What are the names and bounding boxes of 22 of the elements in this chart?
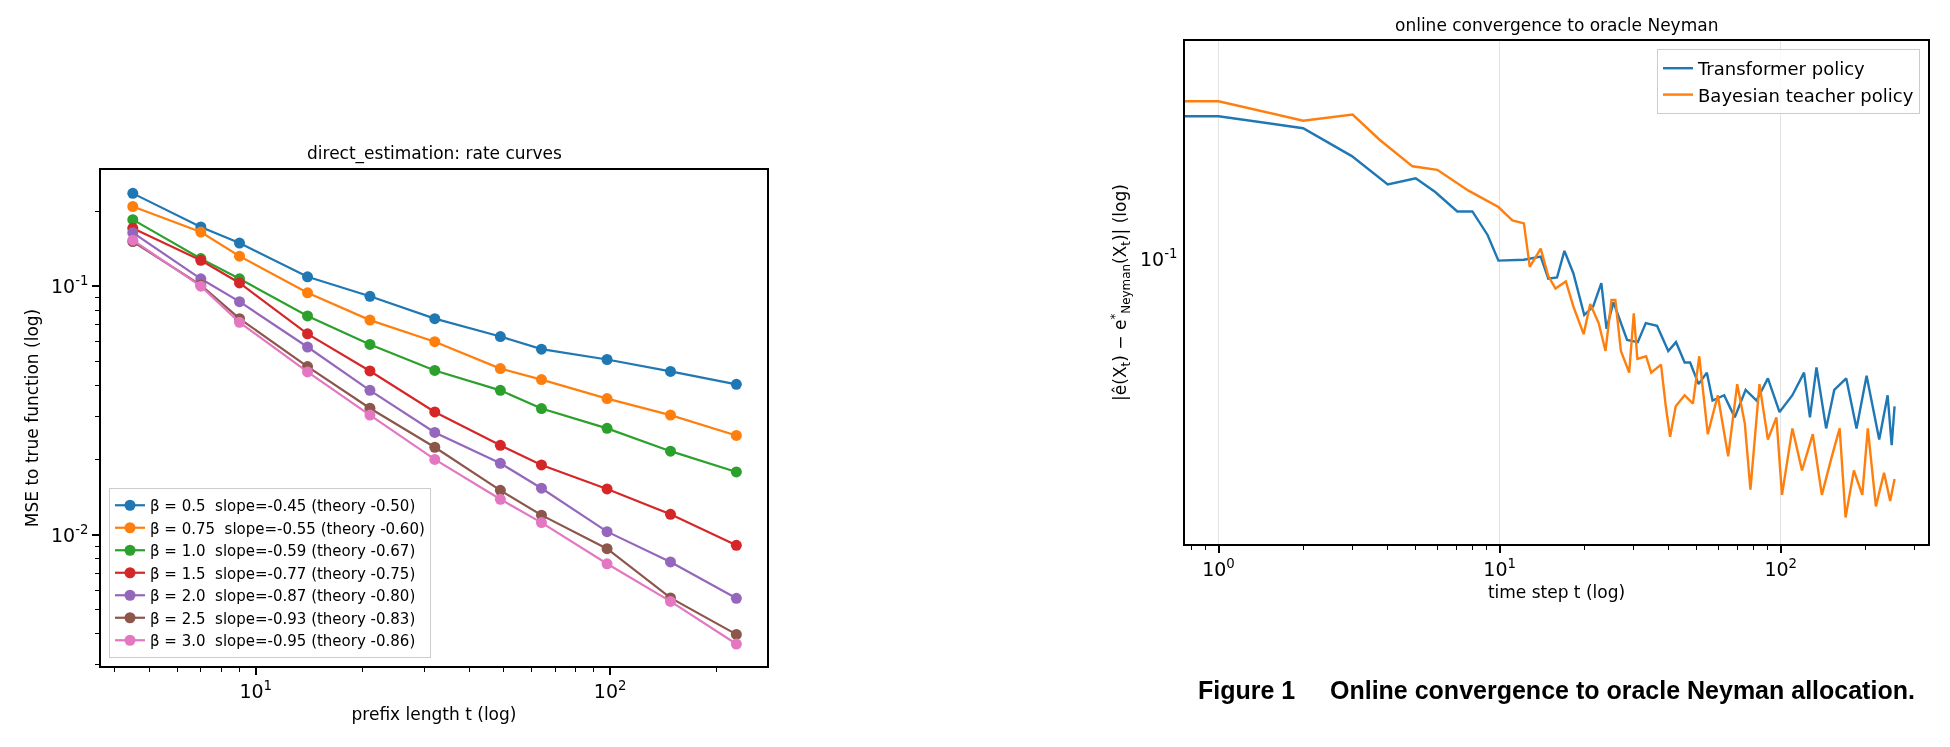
- legend-label: β = 1.5 slope=-0.77 (theory -0.75): [150, 564, 416, 583]
- legend-label: β = 0.75 slope=-0.55 (theory -0.60): [150, 519, 425, 538]
- x-tick-label: 10$^{1}$: [1483, 555, 1516, 580]
- x-tick-label: 10$^{2}$: [1764, 555, 1798, 580]
- y-axis-title: MSE to true function (log): [22, 308, 43, 528]
- y-tick-label: 10$^{-2}$: [51, 521, 89, 546]
- legend-label: β = 0.5 slope=-0.45 (theory -0.50): [150, 497, 416, 516]
- legend-label: Bayesian teacher policy: [1698, 84, 1914, 106]
- chart-title: online convergence to oracle Neyman: [1395, 15, 1719, 35]
- chart-title: direct_estimation: rate curves: [307, 143, 563, 164]
- legend-label: β = 3.0 slope=-0.95 (theory -0.86): [150, 632, 416, 651]
- caption: Figure 1 Online convergence to oracle Neyman allocation.: [1198, 676, 1915, 704]
- text: 10$^{-1}$: [1140, 246, 1178, 270]
- x-tick-label: 10$^{2}$: [593, 677, 627, 702]
- x-tick-label: 10$^{1}$: [239, 677, 273, 702]
- legend-label: β = 2.0 slope=-0.87 (theory -0.80): [150, 587, 416, 606]
- x-tick-label: 10$^{0}$: [1202, 555, 1235, 580]
- legend-label: Transformer policy: [1697, 58, 1866, 80]
- x-axis-title: prefix length t (log): [351, 704, 517, 725]
- legend-label: β = 1.0 slope=-0.59 (theory -0.67): [150, 542, 416, 561]
- legend-label: β = 2.5 slope=-0.93 (theory -0.83): [150, 609, 416, 628]
- x-axis-title: time step t (log): [1487, 582, 1626, 603]
